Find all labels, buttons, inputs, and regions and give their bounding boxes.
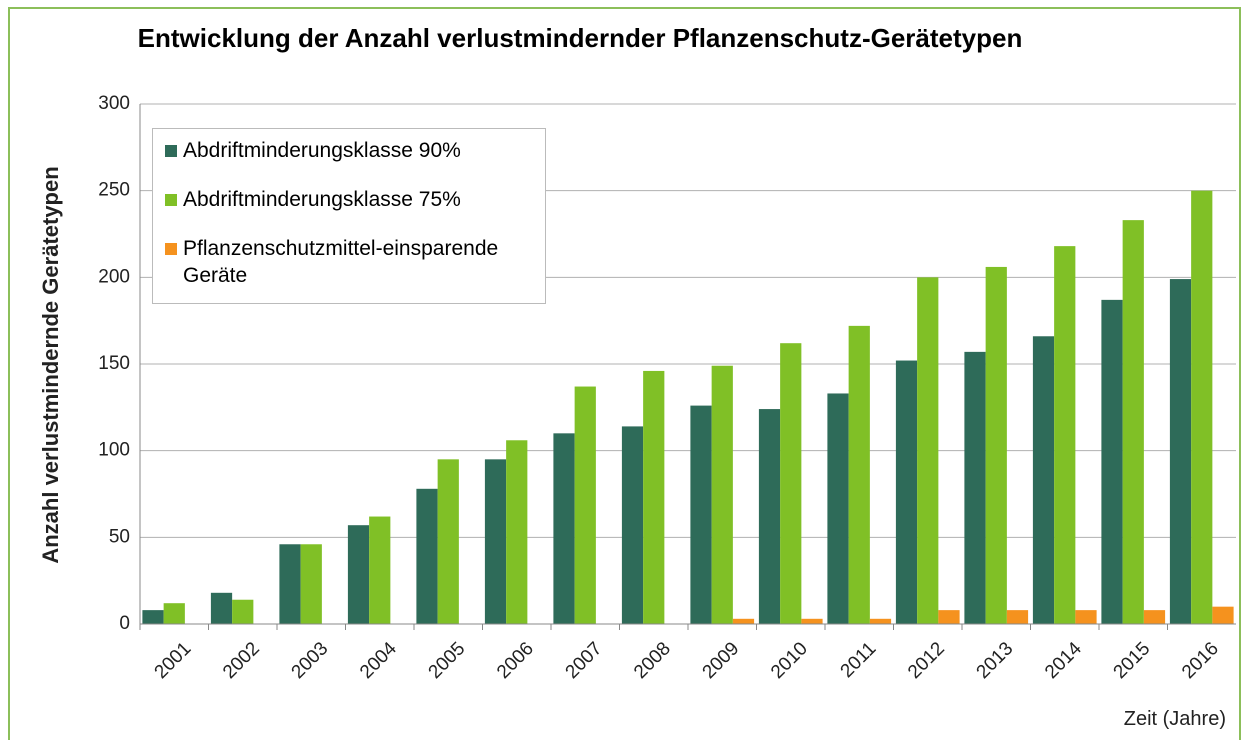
legend-label: Abdriftminderungsklasse 90%: [183, 139, 461, 162]
legend-swatch: [165, 194, 177, 206]
x-tick-label: 2003: [288, 638, 333, 683]
bar: [142, 610, 164, 624]
y-tick-label: 50: [109, 526, 130, 547]
bar: [1054, 246, 1076, 624]
legend-label: Abdriftminderungsklasse 75%: [183, 188, 461, 211]
bar: [711, 365, 733, 624]
y-tick-label: 0: [119, 613, 130, 634]
bar: [621, 426, 644, 624]
bar: [484, 459, 507, 624]
legend-swatch: [165, 145, 177, 157]
bar: [917, 277, 939, 624]
y-tick-label: 150: [98, 353, 130, 374]
chart-title: Entwicklung der Anzahl verlustmindernder…: [137, 23, 1023, 53]
bar: [437, 459, 459, 624]
bar: [1101, 299, 1123, 624]
bar: [369, 516, 391, 624]
bar: [506, 440, 528, 624]
bar: [780, 343, 802, 624]
bar: [758, 409, 781, 624]
bar: [801, 618, 823, 624]
x-tick-label: 2005: [425, 638, 470, 683]
x-tick-label: 2013: [973, 638, 1018, 683]
bar: [300, 544, 322, 624]
bar: [1212, 606, 1234, 624]
bar: [643, 370, 665, 624]
bar: [964, 351, 986, 624]
bar: [1191, 190, 1213, 624]
x-tick-label: 2002: [219, 638, 264, 683]
bar: [1169, 279, 1192, 624]
bar: [232, 599, 254, 624]
x-axis-label: Zeit (Jahre): [1124, 708, 1226, 730]
bar: [1075, 610, 1097, 624]
bar: [1143, 610, 1166, 624]
bar: [895, 360, 918, 624]
legend: Abdriftminderungsklasse 90% Abdriftminder…: [152, 128, 546, 304]
bar: [869, 618, 892, 624]
bar: [347, 525, 370, 624]
legend-item: Pflanzenschutzmittel-einsparende Geräte: [165, 235, 533, 289]
y-axis-label: Anzahl verlustmindernde Gerätetypen: [38, 166, 63, 563]
legend-item: Abdriftminderungsklasse 75%: [165, 186, 533, 213]
x-tick-label: 2014: [1041, 638, 1086, 683]
bar: [985, 266, 1007, 624]
y-tick-label: 250: [98, 180, 130, 201]
x-tick-label: 2006: [493, 638, 538, 683]
frame: [8, 7, 1241, 740]
bar: [732, 618, 755, 624]
legend-item: Abdriftminderungsklasse 90%: [165, 137, 533, 164]
y-tick-label: 200: [98, 266, 130, 287]
bar: [1122, 220, 1144, 624]
x-tick-label: 2007: [562, 638, 607, 683]
bar: [1006, 610, 1029, 624]
bar: [848, 325, 870, 624]
x-tick-label: 2001: [151, 638, 196, 683]
x-tick-label: 2008: [630, 638, 675, 683]
legend-label: Pflanzenschutzmittel-einsparende Geräte: [183, 237, 499, 287]
bar: [163, 603, 185, 624]
bar: [574, 386, 596, 624]
bar: [553, 433, 575, 624]
x-tick-label: 2009: [699, 638, 744, 683]
legend-swatch: [165, 243, 177, 255]
bar: [938, 610, 960, 624]
x-tick-label: 2016: [1178, 638, 1223, 683]
x-tick-label: 2011: [837, 638, 881, 682]
bar: [690, 405, 712, 624]
y-tick-label: 100: [98, 440, 130, 461]
bar: [279, 544, 301, 624]
y-tick-label: 300: [98, 93, 130, 114]
bar: [827, 393, 849, 624]
x-tick-label: 2010: [767, 638, 812, 683]
bar: [416, 488, 438, 624]
x-tick-label: 2015: [1110, 638, 1155, 683]
x-tick-label: 2004: [356, 638, 401, 683]
x-tick-label: 2012: [904, 638, 949, 683]
bar: [210, 592, 233, 624]
bar: [1032, 336, 1055, 624]
